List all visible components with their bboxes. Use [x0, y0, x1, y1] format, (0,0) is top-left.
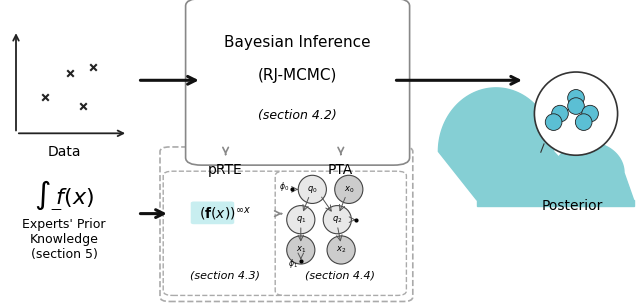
FancyBboxPatch shape — [160, 147, 413, 301]
Text: pRTE: pRTE — [208, 163, 243, 177]
Ellipse shape — [575, 114, 592, 130]
Polygon shape — [438, 88, 598, 200]
Ellipse shape — [323, 206, 351, 234]
Ellipse shape — [568, 90, 584, 106]
Text: Bayesian Inference: Bayesian Inference — [224, 35, 371, 50]
Text: PTA: PTA — [328, 163, 353, 177]
Text: $\left(\mathbf{f}(x)\right)^{\infty x}$: $\left(\mathbf{f}(x)\right)^{\infty x}$ — [199, 205, 252, 222]
Text: $\int_{-}^{}\!\! f(x)$: $\int_{-}^{}\!\! f(x)$ — [34, 179, 94, 209]
Ellipse shape — [582, 105, 598, 122]
Text: $q_2$: $q_2$ — [332, 214, 342, 225]
FancyBboxPatch shape — [163, 171, 288, 295]
Polygon shape — [554, 142, 634, 200]
Text: $x_1$: $x_1$ — [296, 245, 306, 255]
Text: (section 4.2): (section 4.2) — [258, 109, 337, 122]
Ellipse shape — [287, 206, 315, 234]
FancyBboxPatch shape — [275, 171, 406, 295]
Text: $q_1$: $q_1$ — [296, 214, 306, 225]
Ellipse shape — [552, 105, 568, 122]
Point — [78, 104, 88, 108]
Ellipse shape — [335, 175, 363, 203]
Point — [65, 70, 76, 75]
FancyBboxPatch shape — [186, 0, 410, 165]
Ellipse shape — [534, 72, 618, 155]
Text: $\phi_1$: $\phi_1$ — [288, 257, 298, 270]
Ellipse shape — [568, 98, 584, 114]
Text: Posterior: Posterior — [542, 199, 604, 213]
Text: $x_0$: $x_0$ — [344, 184, 354, 195]
Text: Experts' Prior
Knowledge
(section 5): Experts' Prior Knowledge (section 5) — [22, 218, 106, 261]
Text: (RJ-MCMC): (RJ-MCMC) — [258, 68, 337, 83]
Ellipse shape — [298, 175, 326, 203]
FancyBboxPatch shape — [191, 201, 234, 224]
Point — [40, 95, 50, 99]
Ellipse shape — [327, 236, 355, 264]
Polygon shape — [477, 200, 634, 206]
Ellipse shape — [545, 114, 562, 130]
Text: Data: Data — [47, 145, 81, 158]
Point — [88, 64, 98, 69]
Text: $\phi_0$: $\phi_0$ — [279, 180, 289, 193]
Text: (section 4.4): (section 4.4) — [305, 271, 376, 281]
Ellipse shape — [287, 236, 315, 264]
Text: $x_2$: $x_2$ — [336, 245, 346, 255]
Text: $q_0$: $q_0$ — [307, 184, 317, 195]
Text: (section 4.3): (section 4.3) — [190, 271, 260, 281]
